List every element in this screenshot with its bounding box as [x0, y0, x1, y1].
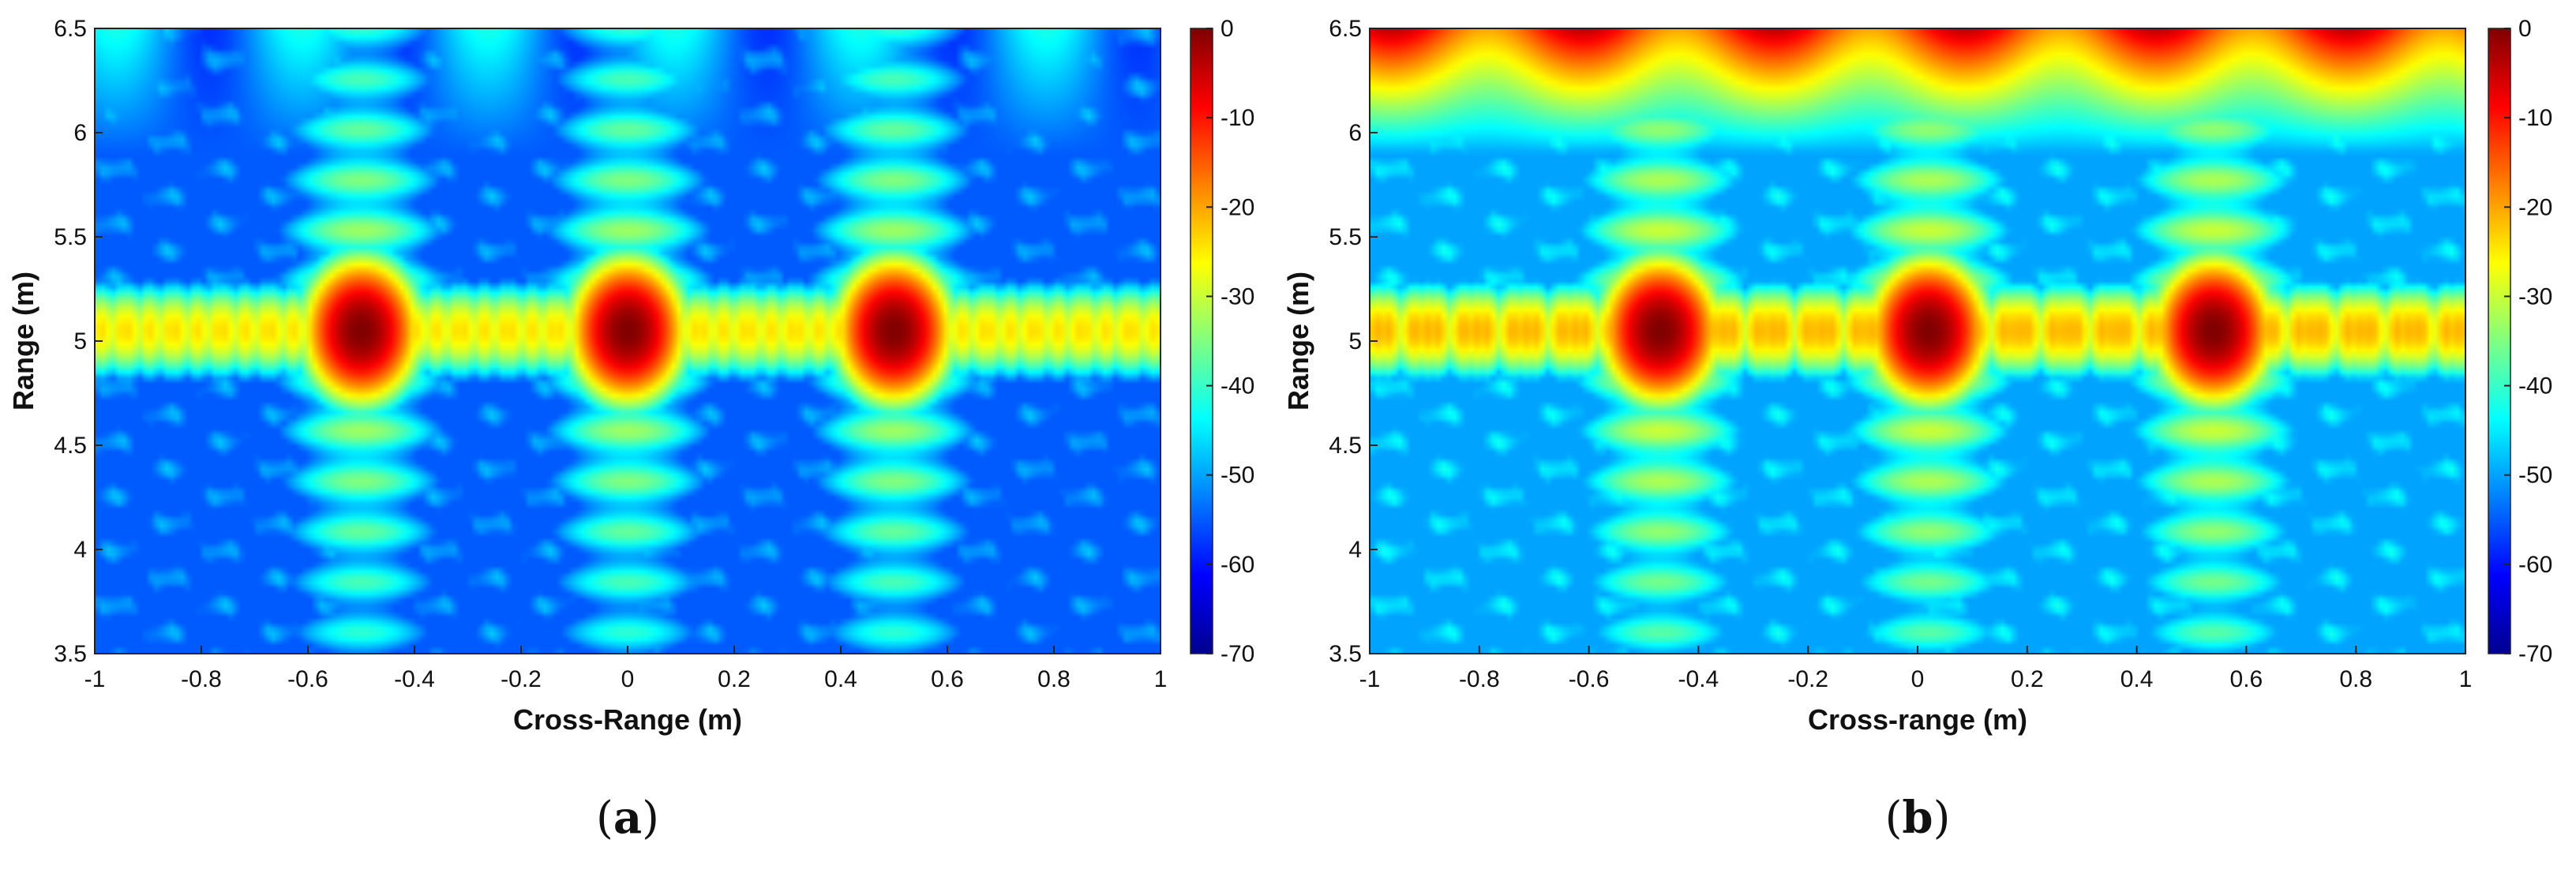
- x-tick-label: -0.8: [181, 666, 222, 692]
- x-tick-label: -0.6: [1569, 666, 1610, 692]
- colorbar-tick-label: 0: [1221, 16, 1234, 42]
- x-tick-label: -1: [1359, 666, 1381, 692]
- y-tick-label: 5.5: [54, 224, 87, 250]
- y-tick-label: 3.5: [1329, 641, 1362, 667]
- colorbar-ticks-a: 0 -10 -20 -30 -40 -50 -60 -70: [1206, 16, 1254, 667]
- x-tick-label: 0.6: [2230, 666, 2263, 692]
- x-tick-label: 1: [1154, 666, 1168, 692]
- panel-a: -1 -0.8 -0.6 -0.4 -0.2 0 0.2 0.4 0.6 0.8 1 3.5 4 4.5…: [7, 16, 1254, 844]
- x-tick-label: 0.8: [2339, 666, 2372, 692]
- x-tick-label: -0.6: [287, 666, 328, 692]
- x-tick-label: 1: [2459, 666, 2473, 692]
- colorbar-tick-label: -50: [2518, 463, 2552, 489]
- y-tick-label: 4: [1348, 537, 1362, 563]
- x-axis-ticks-b: -1 -0.8 -0.6 -0.4 -0.2 0 0.2 0.4 0.6 0.8 1: [1359, 646, 2473, 692]
- y-tick-label: 4.5: [1329, 433, 1362, 459]
- x-tick-label: -0.4: [394, 666, 435, 692]
- panel-label-a: (a): [596, 792, 659, 844]
- colorbar-a: [1190, 28, 1213, 654]
- x-tick-label: 0.4: [824, 666, 857, 692]
- colorbar-tick-label: -70: [2518, 641, 2552, 667]
- panel-label-b: (b): [1885, 792, 1951, 844]
- y-tick-label: 6.5: [54, 16, 87, 42]
- x-tick-label: 0.2: [718, 666, 751, 692]
- x-tick-label: 0: [621, 666, 635, 692]
- y-tick-label: 4.5: [54, 433, 87, 459]
- y-axis-label-a: Range (m): [7, 272, 39, 411]
- colorbar-tick-label: -10: [1221, 105, 1254, 131]
- x-axis-label-b: Cross-range (m): [1808, 703, 2027, 736]
- panel-b: -1 -0.8 -0.6 -0.4 -0.2 0 0.2 0.4 0.6 0.8 1 3.5 4 4.5…: [1282, 16, 2552, 844]
- colorbar-tick-label: -20: [2518, 194, 2552, 220]
- x-axis-ticks-a: -1 -0.8 -0.6 -0.4 -0.2 0 0.2 0.4 0.6 0.8 1: [84, 646, 1168, 692]
- x-tick-label: -0.2: [501, 666, 542, 692]
- x-tick-label: -0.8: [1459, 666, 1500, 692]
- y-tick-label: 4: [73, 537, 87, 563]
- x-tick-label: 0.4: [2120, 666, 2154, 692]
- x-tick-label: 0.8: [1037, 666, 1071, 692]
- colorbar-tick-label: -40: [2518, 373, 2552, 399]
- heatmap-raster: [1370, 28, 2465, 654]
- colorbar-tick-label: -10: [2518, 105, 2552, 131]
- colorbar-tick-label: -50: [1221, 463, 1254, 489]
- colorbar-tick-label: -60: [1221, 552, 1254, 578]
- x-tick-label: -1: [84, 666, 106, 692]
- colorbar-tick-label: 0: [2518, 16, 2532, 42]
- colorbar-tick-label: -20: [1221, 194, 1254, 220]
- colorbar-tick-label: -30: [2518, 283, 2552, 309]
- panel-letter: a: [613, 792, 642, 844]
- heatmap-a-image: [95, 28, 1161, 654]
- x-axis-label-a: Cross-Range (m): [513, 703, 742, 736]
- y-tick-label: 6: [1348, 120, 1362, 146]
- y-tick-label: 5: [1348, 328, 1362, 354]
- x-tick-label: 0: [1911, 666, 1925, 692]
- x-tick-label: 0.2: [2011, 666, 2044, 692]
- panel-letter: b: [1902, 792, 1933, 844]
- colorbar-tick-label: -60: [2518, 552, 2552, 578]
- colorbar-tick-label: -30: [1221, 283, 1254, 309]
- x-tick-label: -0.4: [1678, 666, 1719, 692]
- y-tick-label: 6: [73, 120, 87, 146]
- y-axis-ticks-b: 3.5 4 4.5 5 5.5 6 6.5: [1329, 16, 1378, 667]
- colorbar-tick-label: -70: [1221, 641, 1254, 667]
- x-tick-label: -0.2: [1787, 666, 1828, 692]
- y-axis-ticks-a: 3.5 4 4.5 5 5.5 6 6.5: [54, 16, 103, 667]
- x-tick-label: 0.6: [931, 666, 964, 692]
- y-tick-label: 3.5: [54, 641, 87, 667]
- heatmap-raster: [95, 28, 1161, 654]
- colorbar-b: [2488, 28, 2511, 654]
- y-tick-label: 5: [73, 328, 87, 354]
- y-axis-label-b: Range (m): [1282, 272, 1314, 411]
- colorbar-tick-label: -40: [1221, 373, 1254, 399]
- heatmap-b-image: [1370, 28, 2465, 654]
- y-tick-label: 5.5: [1329, 224, 1362, 250]
- colorbar-ticks-b: 0 -10 -20 -30 -40 -50 -60 -70: [2504, 16, 2552, 667]
- y-tick-label: 6.5: [1329, 16, 1362, 42]
